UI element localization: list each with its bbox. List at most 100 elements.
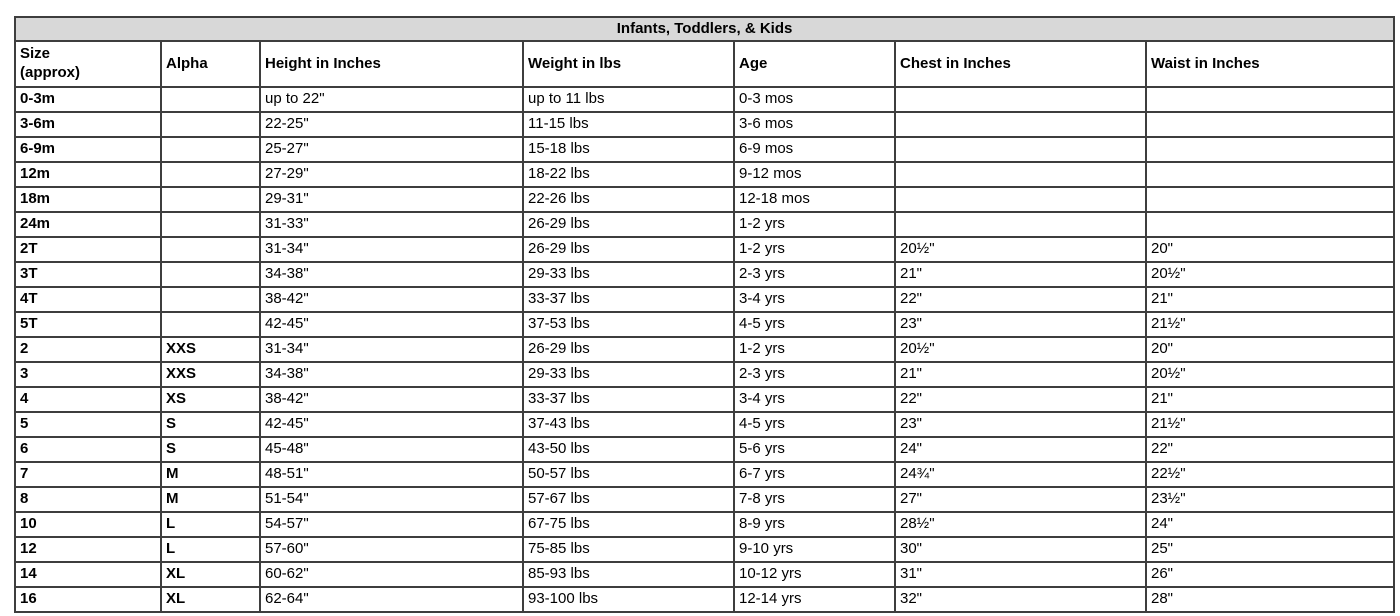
cell-alpha (160, 211, 261, 238)
cell-waist: 24" (1144, 511, 1396, 538)
table-row: 6-9m 25-27" 15-18 lbs 6-9 mos (14, 136, 1396, 163)
cell-chest: 20½" (894, 336, 1147, 363)
cell-waist (1144, 86, 1396, 113)
cell-height: 38-42" (259, 286, 524, 313)
cell-waist: 23½" (1144, 486, 1396, 513)
cell-weight: 29-33 lbs (522, 361, 735, 388)
cell-size: 3-6m (14, 111, 162, 138)
table-row: 12 L 57-60" 75-85 lbs 9-10 yrs 30" 25" (14, 536, 1396, 563)
cell-size: 3 (14, 361, 162, 388)
cell-chest: 23" (894, 411, 1147, 438)
cell-chest (894, 211, 1147, 238)
cell-size: 7 (14, 461, 162, 488)
cell-chest: 20½" (894, 236, 1147, 263)
cell-alpha: XS (160, 386, 261, 413)
cell-weight: 33-37 lbs (522, 386, 735, 413)
cell-weight: 93-100 lbs (522, 586, 735, 613)
cell-size: 6 (14, 436, 162, 463)
cell-alpha (160, 186, 261, 213)
column-header-weight: Weight in lbs (522, 40, 735, 88)
cell-weight: 37-53 lbs (522, 311, 735, 338)
cell-waist: 21½" (1144, 311, 1396, 338)
cell-chest (894, 186, 1147, 213)
cell-waist: 22½" (1144, 461, 1396, 488)
table-row: 5 S 42-45" 37-43 lbs 4-5 yrs 23" 21½" (14, 411, 1396, 438)
cell-size: 10 (14, 511, 162, 538)
cell-chest: 21" (894, 361, 1147, 388)
table-body: 0-3m up to 22" up to 11 lbs 0-3 mos 3-6m 22-2… (14, 86, 1396, 613)
table-row: 2 XXS 31-34" 26-29 lbs 1-2 yrs 20½" 20" (14, 336, 1396, 363)
cell-chest (894, 86, 1147, 113)
cell-alpha (160, 311, 261, 338)
cell-age: 8-9 yrs (733, 511, 896, 538)
cell-age: 7-8 yrs (733, 486, 896, 513)
cell-size: 2T (14, 236, 162, 263)
cell-alpha: XL (160, 586, 261, 613)
cell-alpha (160, 136, 261, 163)
cell-alpha: S (160, 436, 261, 463)
cell-weight: 85-93 lbs (522, 561, 735, 588)
table-row: 14 XL 60-62" 85-93 lbs 10-12 yrs 31" 26" (14, 561, 1396, 588)
table-row: 18m 29-31" 22-26 lbs 12-18 mos (14, 186, 1396, 213)
cell-height: 42-45" (259, 311, 524, 338)
cell-waist (1144, 136, 1396, 163)
cell-age: 10-12 yrs (733, 561, 896, 588)
cell-alpha (160, 261, 261, 288)
cell-weight: 29-33 lbs (522, 261, 735, 288)
cell-age: 4-5 yrs (733, 311, 896, 338)
cell-height: 45-48" (259, 436, 524, 463)
table-row: 16 XL 62-64" 93-100 lbs 12-14 yrs 32" 28" (14, 586, 1396, 613)
cell-age: 5-6 yrs (733, 436, 896, 463)
cell-alpha: XL (160, 561, 261, 588)
cell-chest (894, 161, 1147, 188)
cell-waist: 21" (1144, 286, 1396, 313)
cell-size: 6-9m (14, 136, 162, 163)
table-row: 4T 38-42" 33-37 lbs 3-4 yrs 22" 21" (14, 286, 1396, 313)
cell-weight: 57-67 lbs (522, 486, 735, 513)
cell-size: 0-3m (14, 86, 162, 113)
cell-waist (1144, 211, 1396, 238)
cell-chest: 24¾" (894, 461, 1147, 488)
cell-size: 16 (14, 586, 162, 613)
cell-age: 12-18 mos (733, 186, 896, 213)
cell-waist (1144, 161, 1396, 188)
cell-age: 1-2 yrs (733, 336, 896, 363)
cell-age: 6-9 mos (733, 136, 896, 163)
table-row: 8 M 51-54" 57-67 lbs 7-8 yrs 27" 23½" (14, 486, 1396, 513)
cell-age: 3-6 mos (733, 111, 896, 138)
cell-chest: 31" (894, 561, 1147, 588)
cell-age: 6-7 yrs (733, 461, 896, 488)
cell-height: 48-51" (259, 461, 524, 488)
cell-alpha: M (160, 461, 261, 488)
cell-weight: 50-57 lbs (522, 461, 735, 488)
table-row: 24m 31-33" 26-29 lbs 1-2 yrs (14, 211, 1396, 238)
cell-waist: 25" (1144, 536, 1396, 563)
cell-chest: 22" (894, 386, 1147, 413)
cell-height: 60-62" (259, 561, 524, 588)
table-row: 0-3m up to 22" up to 11 lbs 0-3 mos (14, 86, 1396, 113)
cell-waist: 20" (1144, 336, 1396, 363)
column-header-age: Age (733, 40, 896, 88)
cell-weight: 33-37 lbs (522, 286, 735, 313)
cell-height: 38-42" (259, 386, 524, 413)
cell-weight: 43-50 lbs (522, 436, 735, 463)
cell-age: 9-12 mos (733, 161, 896, 188)
cell-alpha (160, 86, 261, 113)
cell-waist: 26" (1144, 561, 1396, 588)
cell-alpha: XXS (160, 361, 261, 388)
cell-age: 9-10 yrs (733, 536, 896, 563)
cell-waist (1144, 186, 1396, 213)
table-title: Infants, Toddlers, & Kids (13, 16, 1396, 42)
table-row: 3 XXS 34-38" 29-33 lbs 2-3 yrs 21" 20½" (14, 361, 1396, 388)
column-header-waist: Waist in Inches (1144, 40, 1396, 88)
cell-weight: 67-75 lbs (522, 511, 735, 538)
table-row: 3-6m 22-25" 11-15 lbs 3-6 mos (14, 111, 1396, 138)
cell-size: 14 (14, 561, 162, 588)
cell-height: 54-57" (259, 511, 524, 538)
table-row: 6 S 45-48" 43-50 lbs 5-6 yrs 24" 22" (14, 436, 1396, 463)
cell-chest (894, 136, 1147, 163)
cell-height: 31-34" (259, 336, 524, 363)
cell-size: 3T (14, 261, 162, 288)
cell-age: 4-5 yrs (733, 411, 896, 438)
cell-height: 57-60" (259, 536, 524, 563)
